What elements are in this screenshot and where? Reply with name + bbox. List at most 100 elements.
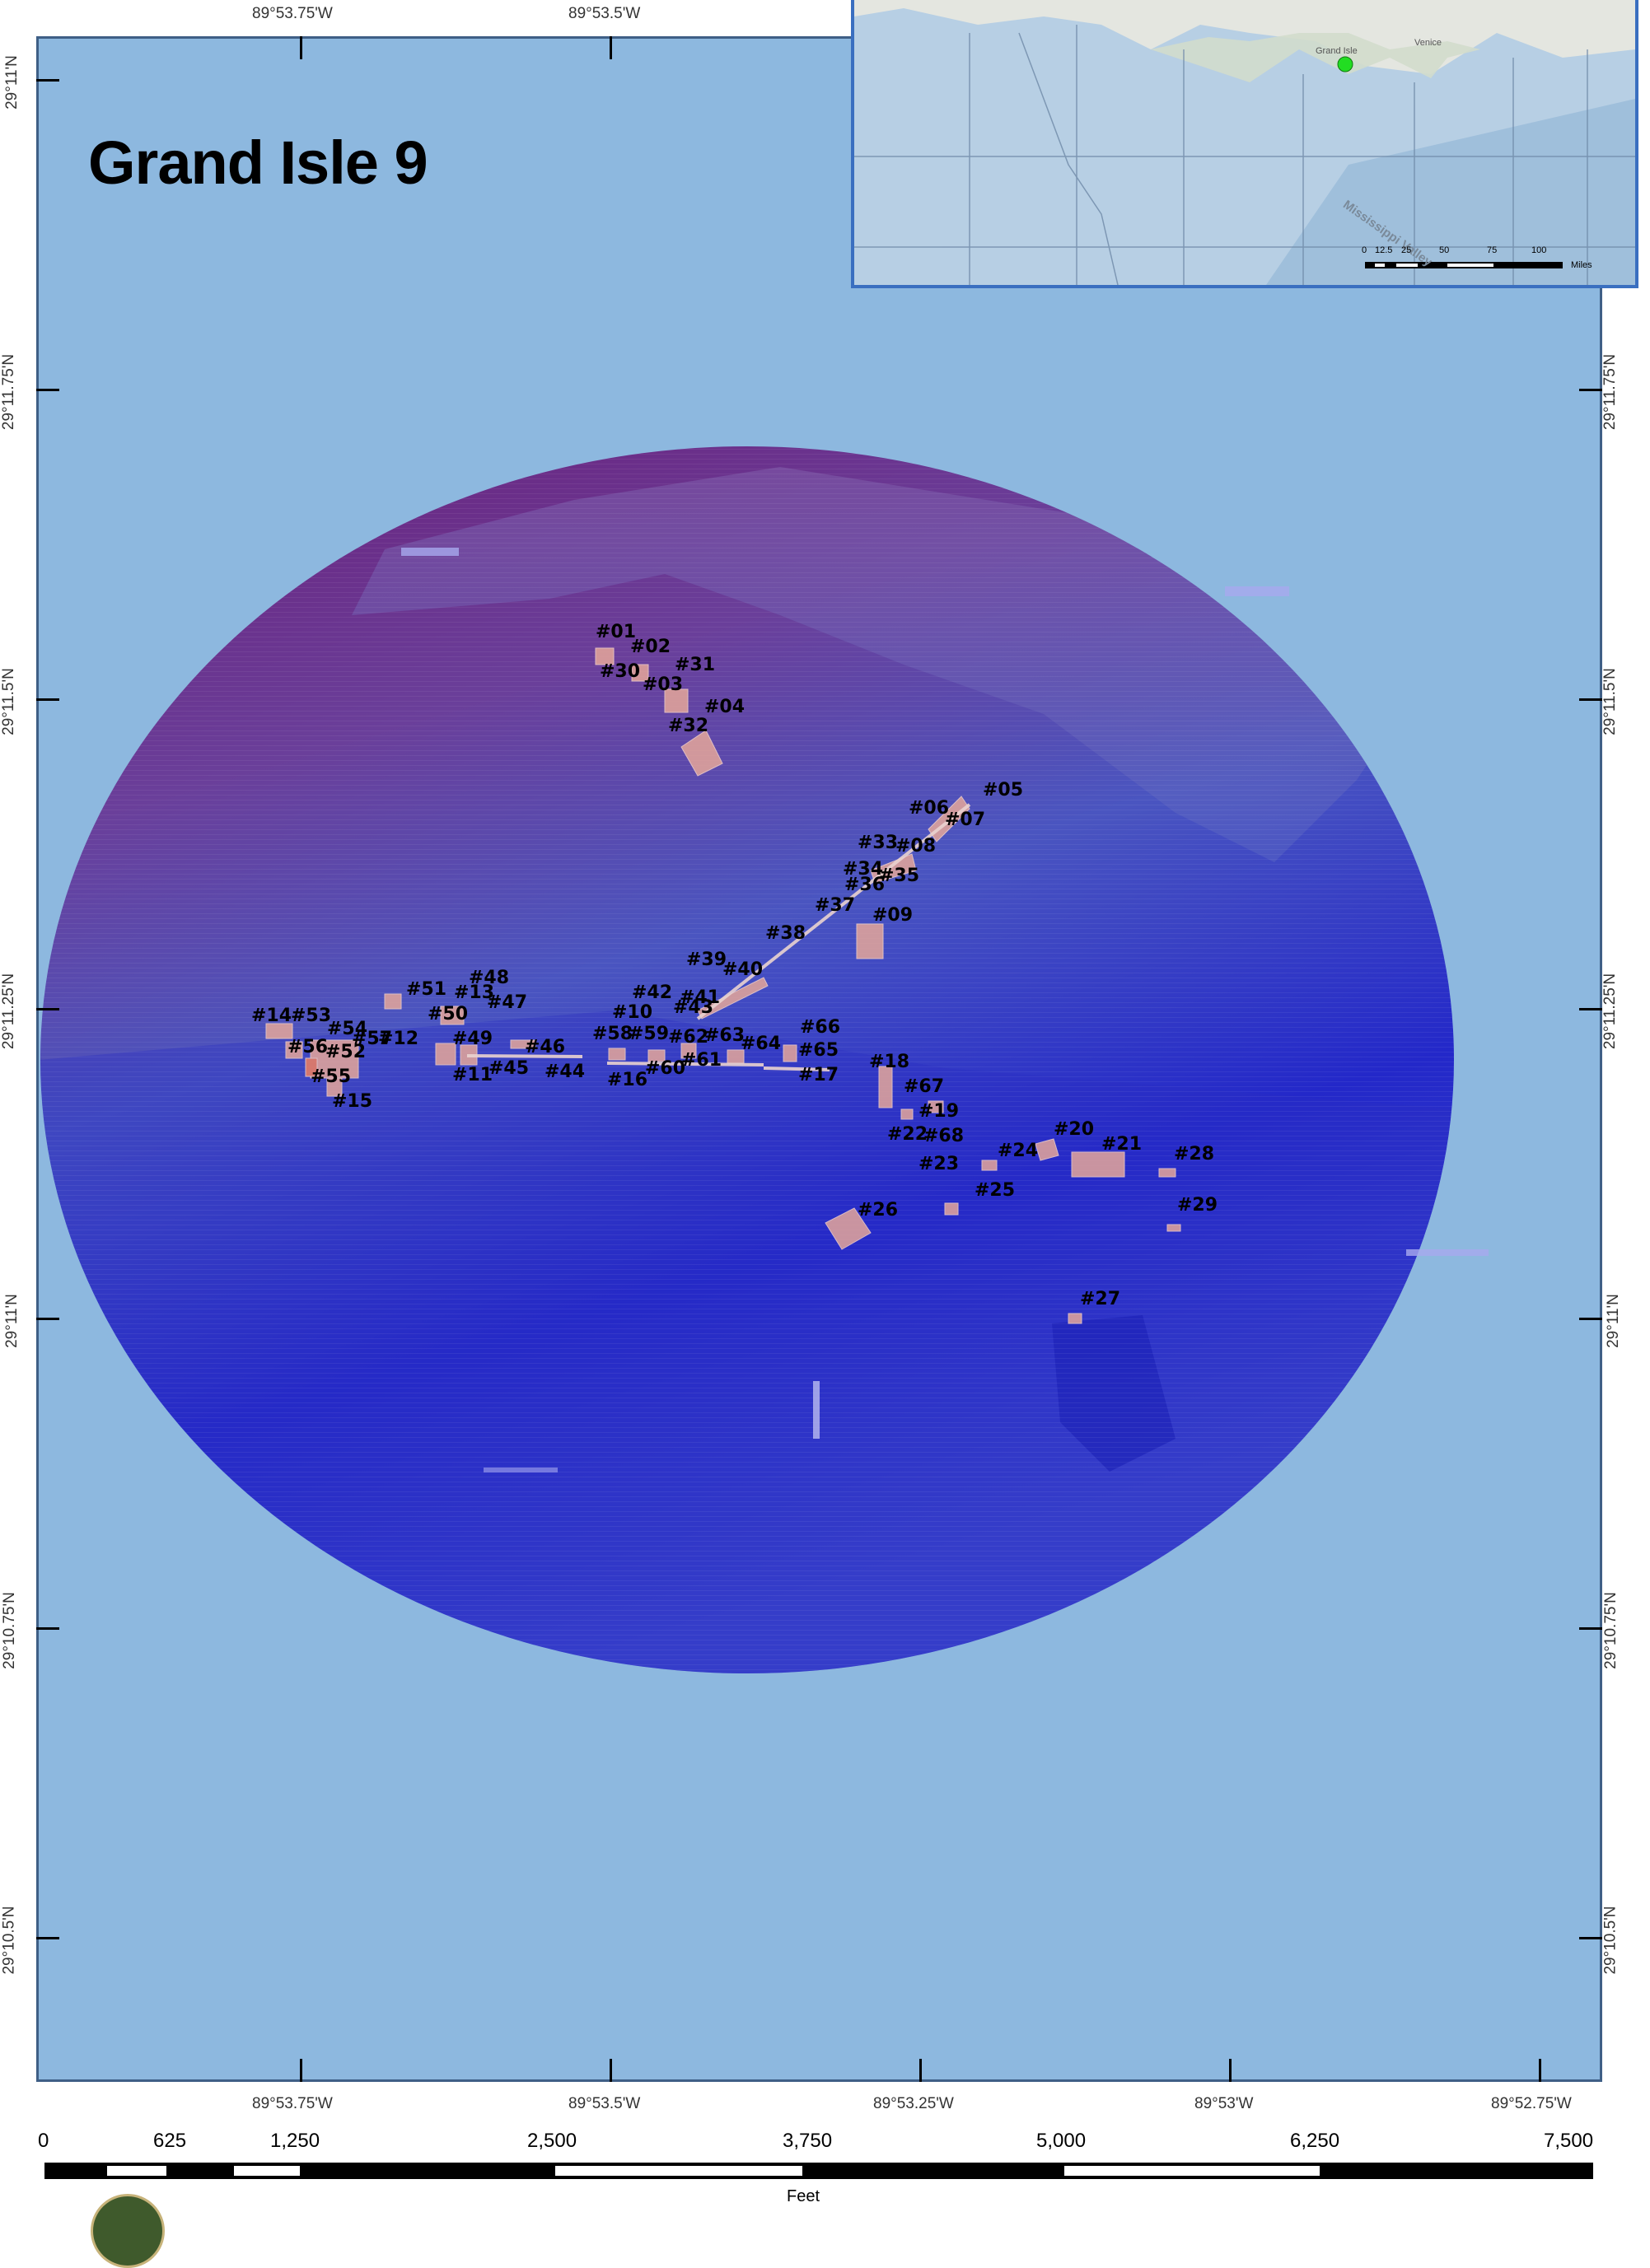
feature-label: #58 bbox=[592, 1024, 633, 1044]
bottom-longitude-label-5: 89°52.75'W bbox=[1491, 2095, 1572, 2112]
feature-label: #61 bbox=[681, 1050, 722, 1071]
inset-scale-label: Miles bbox=[1571, 260, 1592, 270]
left-latitude-label-4: 29°11.25'N bbox=[0, 973, 18, 1050]
feature-label: #02 bbox=[630, 637, 671, 657]
feature-label: #64 bbox=[741, 1034, 782, 1054]
feature-label: #21 bbox=[1101, 1134, 1143, 1155]
left-latitude-label-5: 29°11'N bbox=[2, 1294, 21, 1348]
feature-label: #27 bbox=[1080, 1289, 1121, 1309]
right-latitude-label-1: 29°11.75'N bbox=[1601, 353, 1620, 431]
feature-label: #46 bbox=[525, 1037, 566, 1057]
scale-label: 1,250 bbox=[270, 2130, 320, 2152]
feature-label: #62 bbox=[668, 1027, 709, 1048]
bottom-longitude-label-2: 89°53.5'W bbox=[568, 2095, 641, 2112]
feature-label: #36 bbox=[844, 875, 886, 895]
feature-label: #34 bbox=[843, 859, 884, 880]
bottom-longitude-label-3: 89°53.25'W bbox=[873, 2095, 954, 2112]
feature-label: #47 bbox=[487, 992, 528, 1013]
feature-label: #49 bbox=[452, 1029, 493, 1049]
scale-label: 0 bbox=[38, 2130, 49, 2152]
feature-label: #29 bbox=[1177, 1195, 1218, 1216]
scale-unit: Feet bbox=[787, 2187, 820, 2205]
scale-bar bbox=[44, 2163, 1593, 2179]
feature-label: #57 bbox=[352, 1029, 393, 1049]
feature-label: #39 bbox=[686, 950, 727, 970]
feature-label: #04 bbox=[704, 697, 746, 717]
map-title: Grand Isle 9 bbox=[88, 128, 428, 197]
feature-label: #31 bbox=[675, 655, 716, 675]
target-patches bbox=[265, 647, 1181, 1324]
inset-scale-label: 75 bbox=[1487, 245, 1498, 255]
feature-label: #33 bbox=[858, 833, 899, 853]
bathymetry-survey-map bbox=[40, 446, 1489, 1673]
inset-scale-label: 50 bbox=[1439, 245, 1450, 255]
feature-label: #19 bbox=[918, 1101, 960, 1122]
feature-label: #01 bbox=[596, 622, 637, 642]
bottom-longitude-label-1: 89°53.75'W bbox=[252, 2095, 333, 2112]
feature-label: #67 bbox=[904, 1076, 945, 1097]
inset-scale-label: 100 bbox=[1531, 245, 1547, 255]
feature-label: #60 bbox=[645, 1058, 686, 1079]
feature-label: #09 bbox=[872, 905, 914, 926]
feature-label: #12 bbox=[378, 1029, 419, 1049]
right-latitude-label-5: 29°10.75'N bbox=[1601, 1592, 1620, 1669]
feature-label: #43 bbox=[673, 997, 714, 1018]
feature-label: #59 bbox=[629, 1024, 670, 1044]
feature-label: #48 bbox=[469, 968, 510, 988]
feature-label: #25 bbox=[975, 1180, 1016, 1201]
feature-label: #68 bbox=[923, 1126, 965, 1146]
feature-label: #65 bbox=[798, 1040, 839, 1061]
feature-label: #06 bbox=[909, 798, 950, 819]
right-latitude-label-4: 29°11'N bbox=[1604, 1294, 1622, 1348]
scale-label: 2,500 bbox=[527, 2130, 577, 2152]
feature-label: #42 bbox=[632, 982, 673, 1003]
inset-scale-label: 12.5 bbox=[1375, 245, 1393, 255]
scale-label: 625 bbox=[153, 2130, 187, 2152]
feature-label: #18 bbox=[869, 1052, 910, 1072]
inset-place-label: Grand Isle bbox=[1316, 46, 1358, 56]
feature-label: #07 bbox=[945, 810, 986, 830]
inset-scale-bar bbox=[1365, 262, 1563, 268]
scale-label: 5,000 bbox=[1036, 2130, 1087, 2152]
feature-label: #10 bbox=[612, 1002, 653, 1023]
feature-label: #50 bbox=[428, 1004, 469, 1024]
feature-label: #52 bbox=[325, 1042, 367, 1062]
scale-label: 3,750 bbox=[783, 2130, 833, 2152]
map-frame: Grand Isle 9 #01 #02 #30 #31 #03 #04 #32… bbox=[36, 36, 1602, 2082]
feature-label: #63 bbox=[704, 1025, 746, 1046]
inset-locator-map: Grand Isle Venice Mississippi Valley 0 1… bbox=[851, 0, 1638, 288]
feature-label: #44 bbox=[545, 1062, 586, 1082]
feature-label: #11 bbox=[452, 1065, 493, 1085]
feature-label: #45 bbox=[488, 1058, 530, 1079]
feature-label: #66 bbox=[800, 1017, 841, 1038]
feature-label: #55 bbox=[311, 1066, 352, 1087]
feature-label: #15 bbox=[332, 1091, 373, 1112]
feature-label: #16 bbox=[607, 1070, 648, 1090]
left-latitude-label-6: 29°10.75'N bbox=[0, 1592, 18, 1669]
feature-label: #20 bbox=[1054, 1119, 1095, 1140]
bottom-longitude-label-4: 89°53'W bbox=[1194, 2095, 1254, 2112]
feature-label: #17 bbox=[798, 1065, 839, 1085]
feature-label: #14 bbox=[251, 1006, 292, 1026]
feature-label: #54 bbox=[327, 1019, 368, 1039]
feature-label: #05 bbox=[983, 780, 1024, 800]
top-longitude-label-1: 89°53.75'W bbox=[252, 5, 333, 22]
feature-label: #23 bbox=[918, 1154, 960, 1174]
feature-label: #35 bbox=[879, 866, 920, 886]
right-latitude-label-2: 29°11.5'N bbox=[1601, 668, 1619, 735]
feature-label: #40 bbox=[722, 959, 764, 980]
feature-label: #26 bbox=[858, 1200, 899, 1220]
agency-logo bbox=[91, 2194, 165, 2268]
scale-label: 6,250 bbox=[1290, 2130, 1340, 2152]
inset-scale-label: 25 bbox=[1401, 245, 1412, 255]
feature-label: #13 bbox=[454, 982, 495, 1003]
feature-label: #53 bbox=[291, 1006, 332, 1026]
inset-place-label: Venice bbox=[1414, 38, 1442, 48]
location-marker bbox=[1337, 56, 1353, 72]
feature-label: #38 bbox=[765, 923, 806, 944]
feature-label: #56 bbox=[287, 1037, 329, 1057]
feature-label: #32 bbox=[668, 716, 709, 736]
feature-label: #30 bbox=[600, 661, 641, 682]
feature-label: #41 bbox=[680, 987, 721, 1008]
target-lines bbox=[466, 803, 971, 1071]
